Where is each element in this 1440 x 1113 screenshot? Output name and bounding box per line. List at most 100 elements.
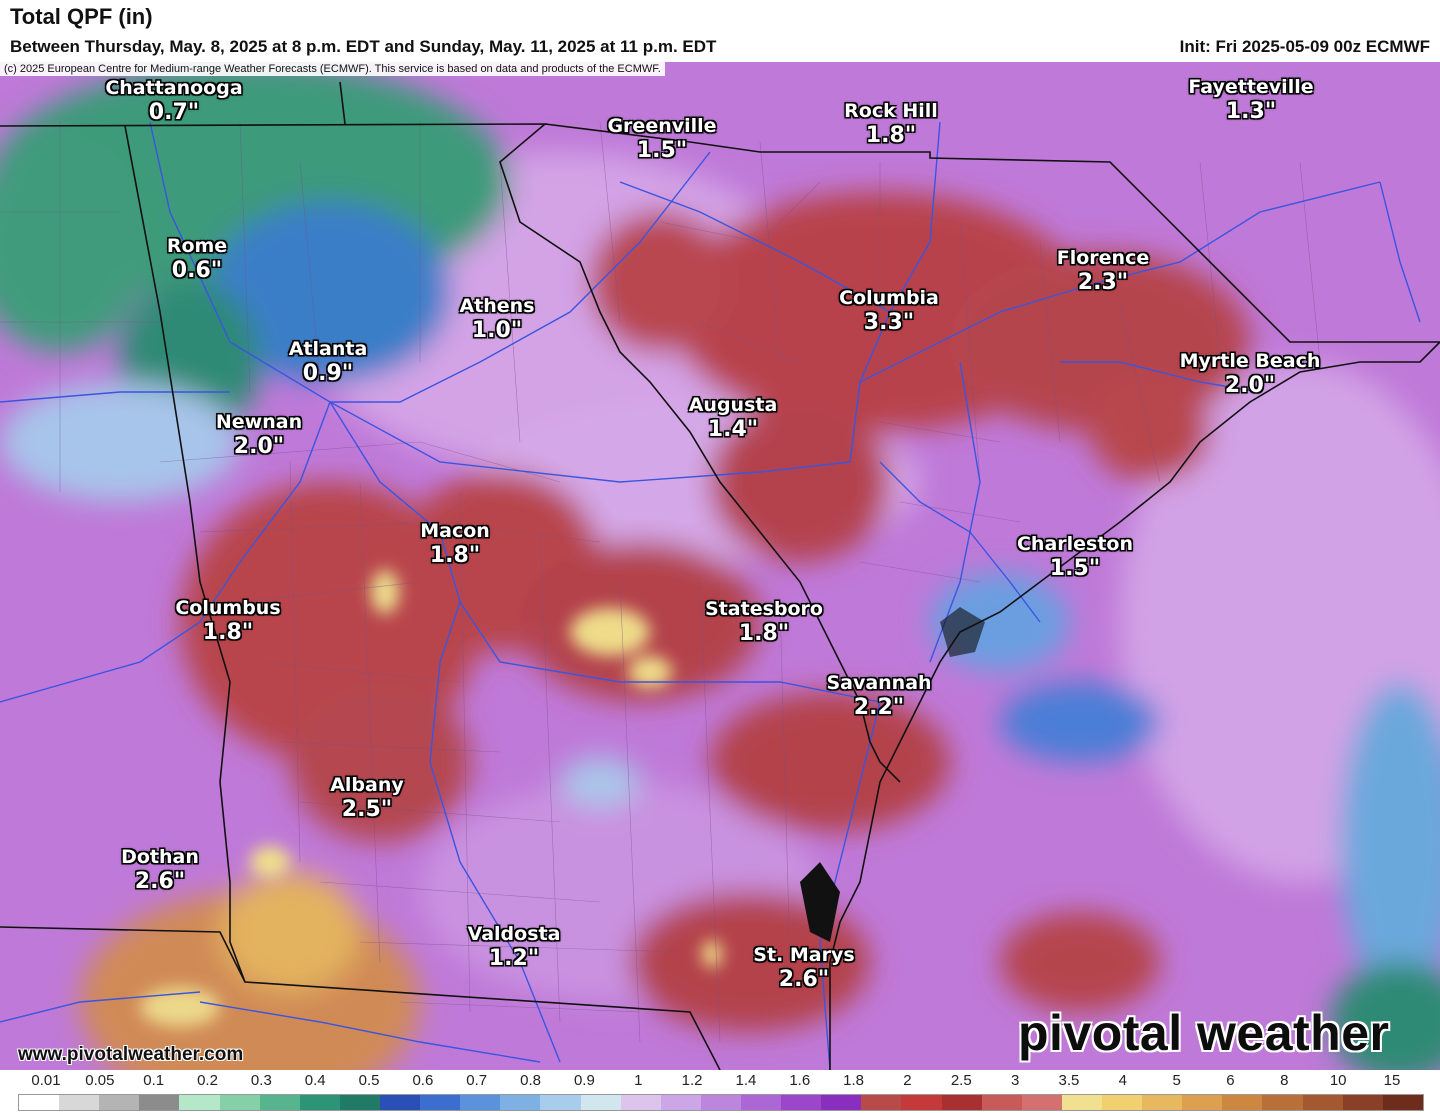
legend-tick-label: 1.4 — [735, 1072, 757, 1089]
city-label-augusta: Augusta 1.4" — [689, 394, 778, 442]
city-value: 3.3" — [863, 309, 915, 335]
legend-swatch — [740, 1095, 782, 1110]
legend-tick-label: 0.7 — [466, 1072, 488, 1089]
legend-swatch — [1302, 1095, 1343, 1110]
city-name: Dothan — [121, 846, 199, 868]
legend-tick-label: 3 — [1010, 1072, 1020, 1089]
city-name: Athens — [459, 295, 535, 317]
city-value: 1.4" — [707, 416, 759, 442]
city-label-athens: Athens 1.0" — [459, 295, 535, 343]
city-label-chattanooga: Chattanooga 0.7" — [105, 77, 243, 125]
city-value: 2.6" — [134, 868, 186, 894]
city-label-charleston: Charleston 1.5" — [1017, 533, 1133, 581]
city-label-statesboro: Statesboro 1.8" — [705, 598, 823, 646]
city-name: Rock Hill — [844, 100, 938, 122]
legend-swatch — [219, 1095, 260, 1110]
legend-swatch — [1342, 1095, 1383, 1110]
site-url[interactable]: www.pivotalweather.com — [18, 1044, 244, 1065]
legend-swatch — [1021, 1095, 1062, 1110]
legend-tick-label: 10 — [1329, 1072, 1347, 1089]
city-label-rome: Rome 0.6" — [167, 235, 227, 283]
legend-swatch — [99, 1095, 140, 1110]
city-name: Myrtle Beach — [1179, 350, 1321, 372]
legend-labels: 0.01 0.05 0.1 0.2 0.3 0.4 0.5 0.6 0.7 0.8 0.9 1 1.2 1… — [0, 1072, 1440, 1090]
legend-tick-label: 2 — [903, 1072, 912, 1089]
highways — [0, 121, 1421, 1070]
legend-tick-label: 3.5 — [1058, 1072, 1080, 1089]
legend-swatch — [861, 1095, 902, 1110]
legend-swatch — [1382, 1095, 1423, 1110]
legend-swatch — [420, 1095, 461, 1110]
legend-tick-label: 1.8 — [843, 1072, 865, 1089]
city-value: 2.0" — [1224, 372, 1276, 398]
qpf-max-cells — [140, 570, 722, 1027]
city-value: 0.9" — [302, 360, 354, 386]
legend-swatch — [500, 1095, 541, 1110]
city-name: Columbia — [839, 287, 939, 309]
city-name: Valdosta — [467, 923, 561, 945]
city-value: 2.5" — [341, 796, 393, 822]
city-label-savannah: Savannah 2.2" — [826, 672, 931, 720]
legend-tick-label: 2.5 — [950, 1072, 972, 1089]
legend-tick-label: 1.6 — [789, 1072, 811, 1089]
city-label-valdosta: Valdosta 1.2" — [467, 923, 561, 971]
legend-swatch — [580, 1095, 621, 1110]
city-name: St. Marys — [753, 944, 855, 966]
legend-swatch — [1222, 1095, 1263, 1110]
city-name: Chattanooga — [105, 77, 243, 99]
city-value: 2.0" — [233, 433, 285, 459]
city-label-greenville: Greenville 1.5" — [607, 115, 716, 163]
city-value: 1.2" — [488, 945, 540, 971]
city-value: 1.8" — [429, 542, 481, 568]
legend-color-bar — [18, 1094, 1424, 1111]
legend-swatch — [1182, 1095, 1223, 1110]
legend-tick-label: 0.9 — [573, 1072, 595, 1089]
legend-swatch — [700, 1095, 741, 1110]
city-label-newnan: Newnan 2.0" — [215, 411, 303, 459]
legend-tick-label: 0.01 — [31, 1072, 61, 1089]
city-label-dothan: Dothan 2.6" — [121, 846, 199, 894]
legend-swatch — [981, 1095, 1022, 1110]
legend-tick-label: 5 — [1172, 1072, 1181, 1089]
map-title: Total QPF (in) — [10, 4, 153, 29]
city-name: Columbus — [175, 597, 281, 619]
legend-swatch — [179, 1095, 220, 1110]
city-value: 1.3" — [1225, 98, 1277, 124]
legend-tick-label: 0.4 — [304, 1072, 326, 1089]
city-value: 1.8" — [202, 619, 254, 645]
legend-swatch — [1101, 1095, 1143, 1110]
header: Total QPF (in) Between Thursday, May. 8,… — [0, 0, 1440, 62]
legend-swatch — [379, 1095, 421, 1110]
legend-tick-label: 0.5 — [358, 1072, 380, 1089]
legend-swatch — [901, 1095, 942, 1110]
precipitation-map[interactable] — [0, 62, 1440, 1070]
city-name: Newnan — [215, 411, 303, 433]
state-borders — [0, 81, 1440, 1070]
legend-tick-label: 1.2 — [681, 1072, 703, 1089]
legend-swatch — [139, 1095, 180, 1110]
city-label-albany: Albany 2.5" — [330, 774, 404, 822]
legend-tick-label: 1 — [634, 1072, 643, 1089]
color-scale-legend: 0.01 0.05 0.1 0.2 0.3 0.4 0.5 0.6 0.7 0.8 0.9 1 1.2 1… — [0, 1070, 1440, 1113]
city-name: Albany — [330, 774, 404, 796]
city-value: 0.6" — [171, 257, 223, 283]
city-value: 1.0" — [471, 317, 523, 343]
city-label-florence: Florence 2.3" — [1057, 247, 1149, 295]
city-label-macon: Macon 1.8" — [420, 520, 490, 568]
city-value: 2.6" — [778, 966, 830, 992]
city-value: 2.3" — [1077, 269, 1129, 295]
legend-swatch — [19, 1095, 60, 1110]
legend-swatch — [1061, 1095, 1102, 1110]
legend-tick-label: 0.6 — [412, 1072, 434, 1089]
copyright-notice: (c) 2025 European Centre for Medium-rang… — [0, 62, 665, 76]
city-value: 1.8" — [738, 620, 790, 646]
city-label-columbus: Columbus 1.8" — [175, 597, 281, 645]
coastal-islands — [800, 607, 985, 942]
legend-tick-label: 6 — [1226, 1072, 1235, 1089]
legend-swatch — [660, 1095, 701, 1110]
city-name: Atlanta — [288, 338, 368, 360]
legend-swatch — [339, 1095, 380, 1110]
map-canvas — [0, 62, 1440, 1070]
legend-tick-label: 0.2 — [197, 1072, 218, 1089]
city-value: 0.7" — [148, 99, 200, 125]
